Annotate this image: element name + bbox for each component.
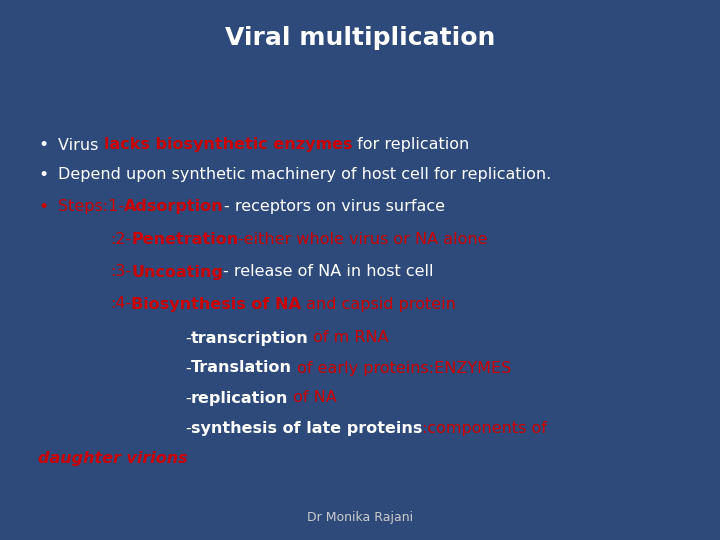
- Text: -: -: [185, 330, 191, 346]
- Text: •: •: [38, 198, 48, 216]
- Text: Penetration: Penetration: [131, 233, 238, 247]
- Text: -: -: [185, 390, 191, 406]
- Text: Virus: Virus: [58, 138, 104, 152]
- Text: Steps:1-: Steps:1-: [58, 199, 124, 214]
- Text: •: •: [38, 136, 48, 154]
- Text: for replication: for replication: [352, 138, 469, 152]
- Text: Translation: Translation: [191, 361, 292, 375]
- Text: Depend upon synthetic machinery of host cell for replication.: Depend upon synthetic machinery of host …: [58, 167, 552, 183]
- Text: of m RNA: of m RNA: [308, 330, 389, 346]
- Text: Uncoating: Uncoating: [131, 265, 223, 280]
- Text: replication: replication: [191, 390, 288, 406]
- Text: Viral multiplication: Viral multiplication: [225, 26, 495, 50]
- Text: daughter virions: daughter virions: [38, 450, 188, 465]
- Text: :components of: :components of: [422, 421, 547, 435]
- Text: -either whole virus or NA alone: -either whole virus or NA alone: [238, 233, 488, 247]
- Text: Dr Monika Rajani: Dr Monika Rajani: [307, 511, 413, 524]
- Text: -: -: [185, 361, 191, 375]
- Text: of NA: of NA: [288, 390, 337, 406]
- Text: lacks biosynthetic enzymes: lacks biosynthetic enzymes: [104, 138, 352, 152]
- Text: transcription: transcription: [191, 330, 308, 346]
- Text: Adsorption: Adsorption: [124, 199, 224, 214]
- Text: synthesis of late proteins: synthesis of late proteins: [191, 421, 422, 435]
- Text: - release of NA in host cell: - release of NA in host cell: [223, 265, 433, 280]
- Text: -: -: [185, 421, 191, 435]
- Text: •: •: [38, 166, 48, 184]
- Text: - receptors on virus surface: - receptors on virus surface: [224, 199, 445, 214]
- Text: Biosynthesis of NA: Biosynthesis of NA: [131, 296, 301, 312]
- Text: :2-: :2-: [110, 233, 131, 247]
- Text: and capsid protein: and capsid protein: [301, 296, 456, 312]
- Text: :4-: :4-: [110, 296, 131, 312]
- Text: of early proteins:ENZYMES: of early proteins:ENZYMES: [292, 361, 511, 375]
- Text: :3-: :3-: [110, 265, 131, 280]
